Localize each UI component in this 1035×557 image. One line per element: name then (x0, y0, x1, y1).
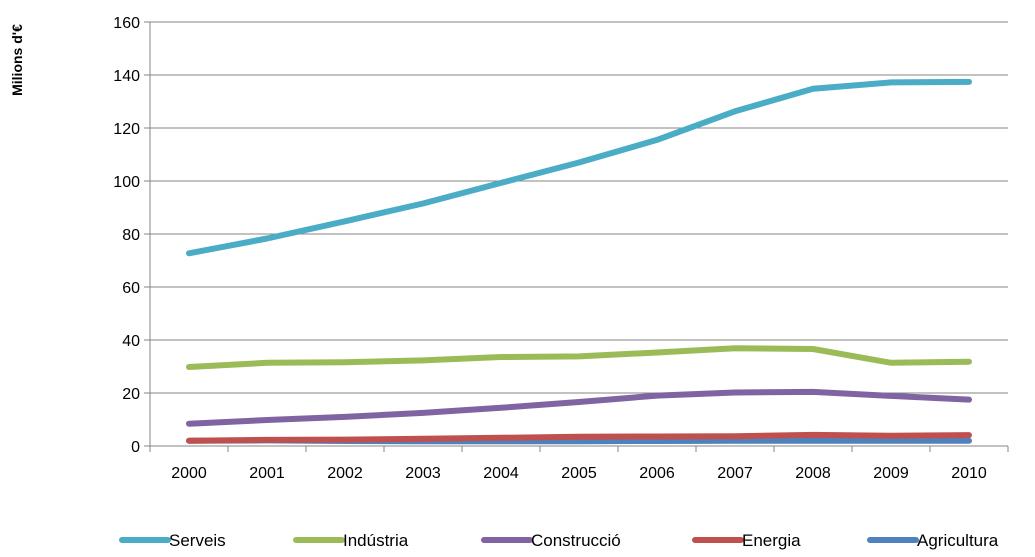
y-tick-label: 80 (122, 227, 140, 244)
y-tick-label: 40 (122, 333, 140, 350)
x-tick-label: 2001 (249, 465, 285, 482)
axes (144, 21, 1009, 452)
legend-item: Serveis (119, 531, 226, 550)
legend-label: Energia (742, 531, 801, 550)
x-tick-label: 2009 (873, 465, 909, 482)
x-tick-label: 2003 (405, 465, 441, 482)
series-line-serveis (186, 78, 972, 257)
legend-label: Construcció (531, 531, 621, 550)
y-tick-labels: 0 20 40 60 80 100 120 140 160 (113, 15, 140, 456)
y-tick-label: 60 (122, 280, 140, 297)
x-tick-label: 2010 (951, 465, 987, 482)
legend-item: Indústria (293, 531, 409, 550)
y-tick-label: 20 (122, 386, 140, 403)
legend-label: Serveis (169, 531, 226, 550)
y-tick-label: 160 (113, 15, 140, 32)
y-tick-label: 120 (113, 121, 140, 138)
series-lines (186, 78, 972, 445)
legend: Serveis Indústria Construcció Energia Agricu… (119, 531, 999, 550)
x-tick-label: 2008 (795, 465, 831, 482)
series-line-industria (186, 345, 972, 370)
x-tick-label: 2002 (327, 465, 363, 482)
x-tick-label: 2007 (717, 465, 753, 482)
legend-label: Indústria (343, 531, 409, 550)
x-tick-label: 2000 (171, 465, 207, 482)
gridlines (150, 21, 1008, 394)
y-tick-label: 0 (131, 439, 140, 456)
x-tick-labels: 2000 2001 2002 2003 2004 2005 2006 2007 2008 2009… (171, 465, 987, 482)
y-tick-label: 140 (113, 68, 140, 85)
x-tick-label: 2004 (483, 465, 519, 482)
y-axis-title: Milions d'€ (9, 24, 25, 96)
legend-item: Agricultura (867, 531, 999, 550)
y-tick-label: 100 (113, 174, 140, 191)
legend-item: Energia (692, 531, 801, 550)
x-tick-label: 2005 (561, 465, 597, 482)
series-line-construccio (186, 388, 972, 427)
x-tick-label: 2006 (639, 465, 675, 482)
series-line-energia (186, 431, 972, 444)
legend-item: Construcció (481, 531, 621, 550)
legend-label: Agricultura (917, 531, 999, 550)
